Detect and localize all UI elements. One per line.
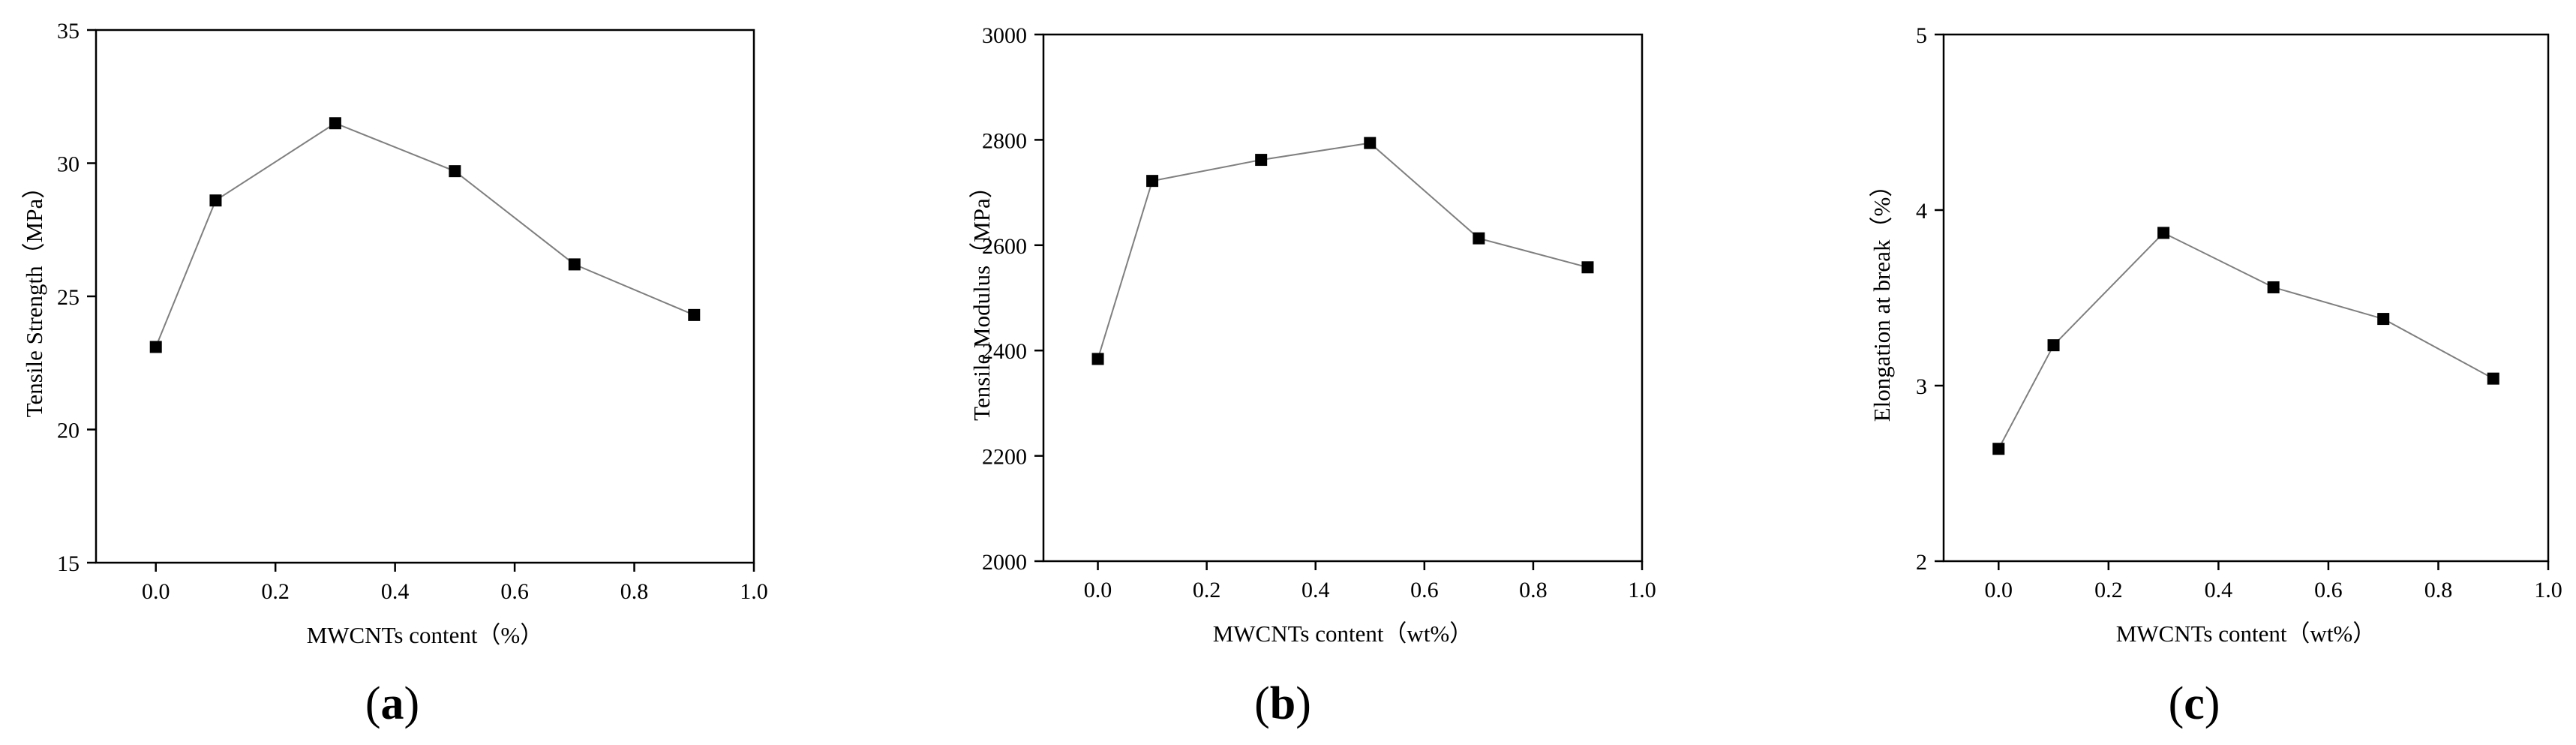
panel-label: (a) <box>365 678 419 729</box>
x-axis-label: MWCNTs content（%） <box>307 622 544 648</box>
x-tick-label: 1.0 <box>1628 578 1656 602</box>
x-tick-label: 1.0 <box>2534 578 2562 602</box>
x-tick-label: 0.0 <box>1985 578 2013 602</box>
data-point <box>449 165 461 178</box>
x-tick-label: 1.0 <box>740 579 768 604</box>
x-tick-label: 0.6 <box>1410 578 1439 602</box>
data-point <box>2157 227 2170 239</box>
data-point <box>1146 175 1159 188</box>
x-tick-label: 0.2 <box>1193 578 1221 602</box>
y-tick-label: 20 <box>57 419 80 443</box>
y-tick-label: 2400 <box>982 339 1027 364</box>
x-tick-label: 0.2 <box>261 579 290 604</box>
chart-panel-1: 0.0 0.2 0.4 0.6 0.8 1.0 15 20 25 30 35 MWCNTs conte… <box>21 19 768 729</box>
data-point <box>2267 281 2280 293</box>
y-tick-label: 2 <box>1916 550 1927 575</box>
data-point <box>2377 313 2390 326</box>
y-tick-label: 2600 <box>982 234 1027 259</box>
y-tick-label: 4 <box>1916 199 1927 224</box>
y-tick-label: 2000 <box>982 550 1027 575</box>
x-tick-label: 0.6 <box>2314 578 2343 602</box>
x-tick-label: 0.8 <box>2424 578 2453 602</box>
x-tick-label: 0.8 <box>620 579 649 604</box>
panel-label: (b) <box>1254 678 1311 729</box>
y-tick-label: 3000 <box>982 23 1027 48</box>
x-axis-label: MWCNTs content（wt%） <box>1213 620 1473 647</box>
data-point <box>2487 372 2499 385</box>
y-axis-label: Tensile Strength（MPa） <box>21 176 47 417</box>
plot-frame <box>95 29 755 564</box>
data-point <box>1255 154 1268 167</box>
data-point <box>1091 353 1104 365</box>
y-axis-label: Elongation at break（%） <box>1869 174 1895 422</box>
x-tick-label: 0.0 <box>142 579 170 604</box>
x-tick-label: 0.4 <box>2205 578 2233 602</box>
plot-frame <box>1942 33 2550 563</box>
x-tick-label: 0.2 <box>2094 578 2123 602</box>
x-tick-label: 0.4 <box>1302 578 1330 602</box>
y-tick-label: 15 <box>57 551 80 576</box>
x-tick-label: 0.8 <box>1519 578 1548 602</box>
x-tick-label: 0.6 <box>500 579 529 604</box>
series-line <box>155 122 695 347</box>
data-point <box>568 258 581 271</box>
panel-label: (c) <box>2169 678 2220 729</box>
y-tick-label: 3 <box>1916 374 1927 399</box>
plot-frame <box>1042 33 1644 563</box>
chart-panel-3: 0.0 0.2 0.4 0.6 0.8 1.0 2 3 4 5 MWCNTs content（wt%… <box>1869 23 2562 729</box>
y-tick-label: 2800 <box>982 128 1027 153</box>
data-point <box>209 194 222 207</box>
data-point <box>1581 261 1594 274</box>
y-tick-label: 30 <box>57 152 80 177</box>
y-tick-label: 5 <box>1916 23 1927 48</box>
x-axis-label: MWCNTs content（wt%） <box>2116 620 2376 647</box>
data-point <box>329 117 341 130</box>
y-tick-label: 2200 <box>982 445 1027 470</box>
data-point <box>1364 137 1377 149</box>
y-tick-label: 25 <box>57 285 80 310</box>
data-point <box>2047 339 2060 352</box>
y-axis-label: Tensile Modulus（MPa） <box>968 175 995 421</box>
data-point <box>1473 232 1485 245</box>
y-tick-label: 35 <box>57 19 80 44</box>
x-tick-label: 0.4 <box>381 579 410 604</box>
data-point <box>688 308 701 321</box>
data-point <box>1992 443 2005 455</box>
series-line <box>1097 142 1588 359</box>
series-line <box>1998 232 2494 449</box>
data-point <box>149 341 162 353</box>
x-tick-label: 0.0 <box>1084 578 1112 602</box>
chart-panel-2: 0.0 0.2 0.4 0.6 0.8 1.0 2000 2200 2400 2600 2800 30… <box>968 23 1656 729</box>
